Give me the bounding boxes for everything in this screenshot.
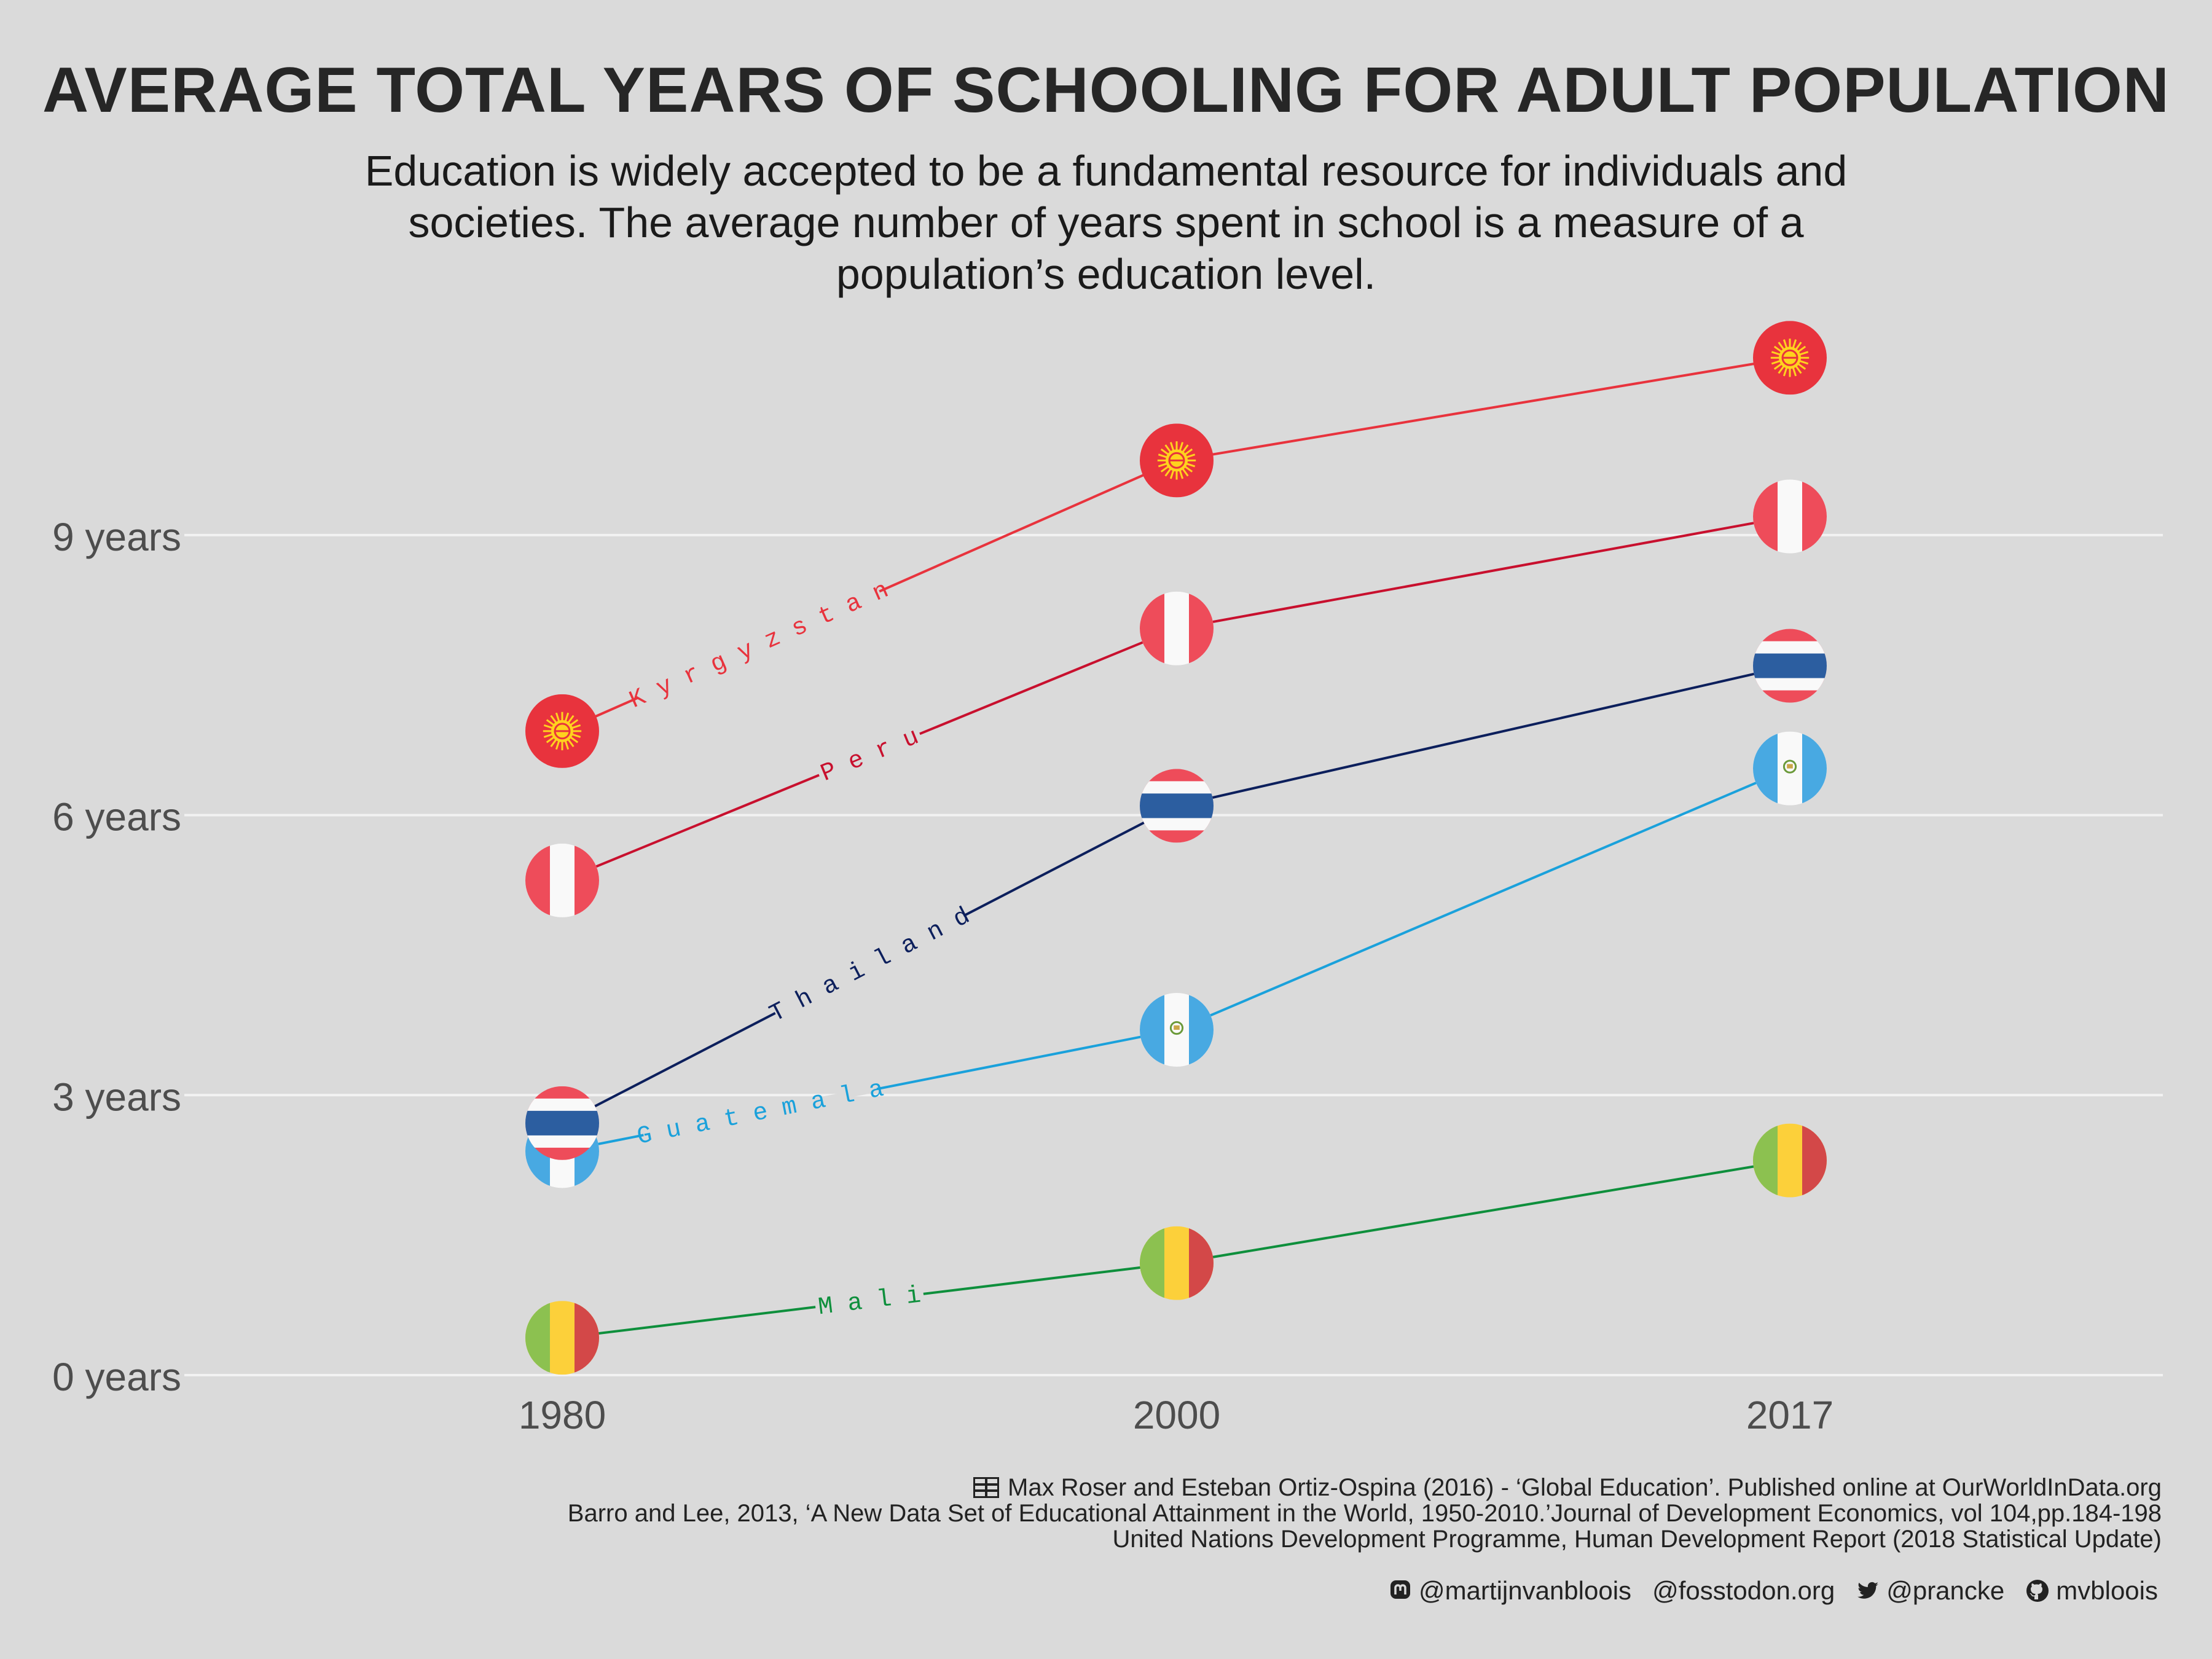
series-label-thailand: T h a i l a n d: [766, 903, 975, 1029]
mastodon-icon: [1390, 1580, 1410, 1599]
source-line-3: United Nations Development Programme, Hu…: [1112, 1526, 2162, 1553]
guatemala-flag: [1140, 992, 1214, 1067]
y-tick-label: 3 years: [52, 1075, 181, 1119]
y-tick-label: 9 years: [52, 515, 181, 559]
x-tick-label: 2017: [1746, 1393, 1834, 1437]
kyrgyzstan-flag: [525, 694, 599, 768]
mali-flag: [1753, 1123, 1827, 1198]
y-tick-label: 6 years: [52, 795, 181, 839]
github-icon: [2026, 1580, 2049, 1602]
guatemala-flag: [1753, 731, 1827, 806]
source-line-2: Barro and Lee, 2013, ‘A New Data Set of …: [567, 1500, 2162, 1527]
peru-flag: [525, 843, 599, 917]
source-text-1: Max Roser and Esteban Ortiz-Ospina (2016…: [1008, 1474, 2162, 1501]
github-group[interactable]: mvbloois: [2025, 1576, 2158, 1606]
x-tick-label: 2000: [1133, 1393, 1220, 1437]
twitter-group[interactable]: @prancke: [1856, 1576, 2004, 1606]
thailand-flag: [1140, 769, 1214, 843]
peru-flag: [1753, 479, 1827, 554]
series-label-guatemala: G u a t e m a l a: [635, 1076, 886, 1151]
mali-flag: [1140, 1226, 1214, 1300]
kyrgyzstan-flag: [1753, 321, 1827, 395]
mastodon-server-group: @fosstodon.org: [1652, 1576, 1835, 1606]
mastodon-handle: @martijnvanbloois: [1418, 1576, 1632, 1605]
thailand-flag: [1753, 629, 1827, 703]
series-label-kyrgyzstan: K y r g y z s t a n: [626, 577, 893, 715]
source-line-1: Max Roser and Esteban Ortiz-Ospina (2016…: [568, 1475, 2162, 1500]
mali-flag: [525, 1301, 599, 1375]
mastodon-group[interactable]: @martijnvanbloois: [1388, 1576, 1631, 1606]
social-bar: @martijnvanbloois @fosstodon.org @pranck…: [1378, 1576, 2158, 1606]
y-tick-label: 0 years: [52, 1355, 181, 1399]
table-icon: [973, 1477, 1000, 1499]
series-label-peru: P e r u: [817, 723, 924, 788]
kyrgyzstan-flag: [1140, 423, 1214, 498]
chart-title: AVERAGE TOTAL YEARS OF SCHOOLING FOR ADU…: [42, 55, 2170, 126]
twitter-icon: [1857, 1582, 1879, 1599]
chart-subtitle: Education is widely accepted to be a fun…: [364, 147, 1848, 298]
twitter-handle: @prancke: [1886, 1576, 2005, 1605]
sources-block: Max Roser and Esteban Ortiz-Ospina (2016…: [568, 1475, 2162, 1552]
thailand-flag: [525, 1086, 599, 1160]
github-handle: mvbloois: [2056, 1576, 2158, 1605]
series-label-mali: M a l i: [817, 1282, 922, 1322]
series-line-kyrgyzstan: [562, 356, 1790, 732]
x-tick-label: 1980: [519, 1393, 606, 1437]
mastodon-server: @fosstodon.org: [1652, 1576, 1835, 1605]
peru-flag: [1140, 591, 1214, 665]
